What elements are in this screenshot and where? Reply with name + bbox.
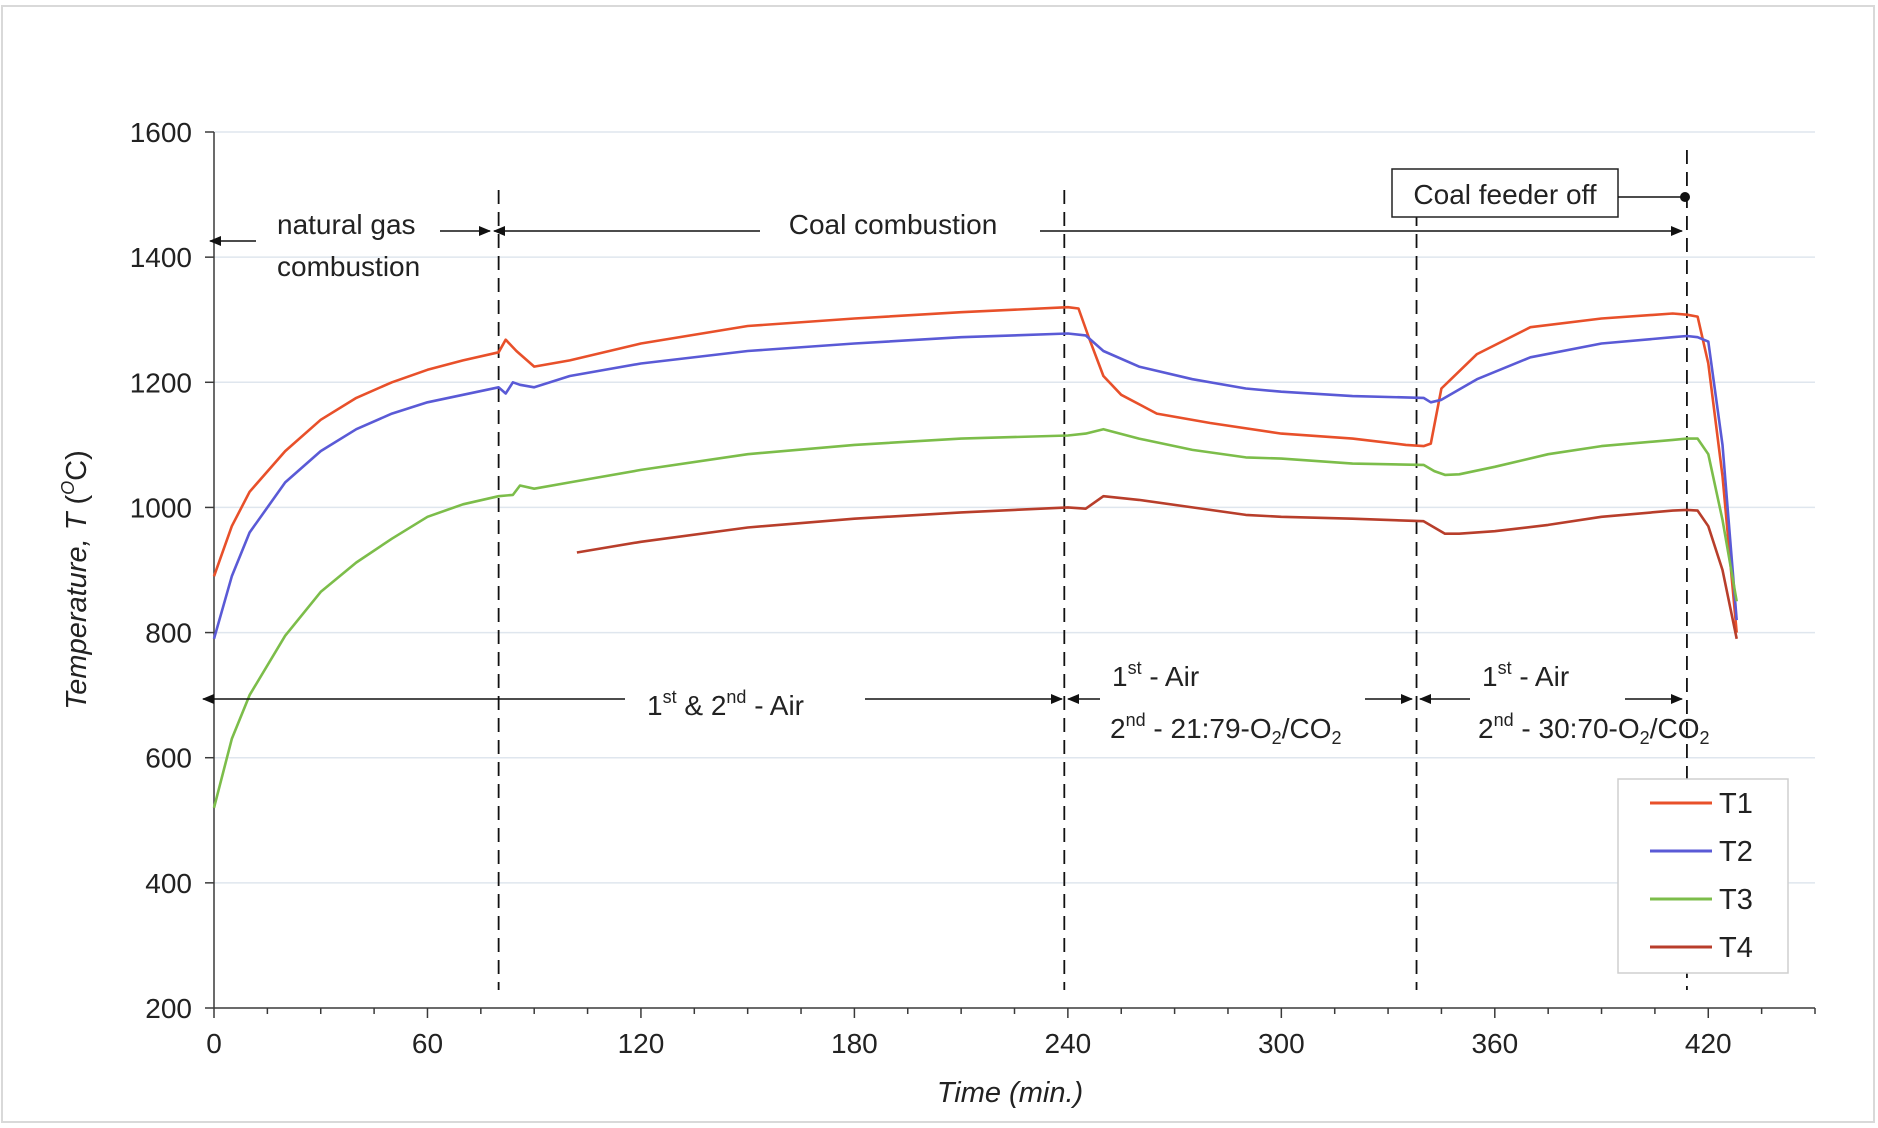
period-1-b: & 2 bbox=[677, 690, 727, 721]
period-3-l1-sup: st bbox=[1498, 658, 1512, 678]
period-3-line2: 2nd - 30:70-O2/CO2 bbox=[1478, 710, 1709, 748]
period-3-l2-c: /CO bbox=[1650, 713, 1700, 744]
y-tick-label: 1200 bbox=[130, 367, 192, 398]
series-line-t4 bbox=[576, 494, 1738, 640]
period-2-l1-b: - Air bbox=[1142, 661, 1200, 692]
period-1-label: 1st & 2nd - Air bbox=[647, 687, 804, 721]
x-tick-label: 420 bbox=[1685, 1028, 1732, 1059]
period-2-l2-c: /CO bbox=[1282, 713, 1332, 744]
natural-gas-label-line1: natural gas bbox=[277, 209, 416, 240]
x-tick-labels: 0 60 120 180 240 300 360 420 bbox=[206, 1028, 1731, 1059]
series-line-t3 bbox=[212, 427, 1738, 809]
period-2-line2: 2nd - 21:79-O2/CO2 bbox=[1110, 710, 1341, 748]
period-1-b-sup: nd bbox=[726, 687, 746, 707]
period-2-line1: 1st - Air bbox=[1112, 658, 1199, 692]
y-tick-label: 1000 bbox=[130, 492, 192, 523]
period-2-l2-sup: nd bbox=[1126, 710, 1146, 730]
legend-label-t1: T1 bbox=[1719, 788, 1753, 820]
period-3-l2-sub2: 2 bbox=[1699, 728, 1709, 748]
coal-combustion-label: Coal combustion bbox=[789, 209, 998, 240]
period-2-l1-a: 1 bbox=[1112, 661, 1128, 692]
y-tick-label: 200 bbox=[145, 993, 192, 1024]
y-tick-label: 600 bbox=[145, 743, 192, 774]
period-2-l2-a: 2 bbox=[1110, 713, 1126, 744]
period-3-l2-sub: 2 bbox=[1640, 728, 1650, 748]
y-axis-title-var: T bbox=[61, 510, 93, 530]
legend bbox=[1617, 778, 1789, 974]
y-tick-label: 1600 bbox=[130, 117, 192, 148]
event-markers bbox=[497, 150, 1688, 990]
period-1-a-sup: st bbox=[663, 687, 677, 707]
coal-feeder-off-label: Coal feeder off bbox=[1413, 179, 1596, 210]
legend-items: T1 T2 T3 T4 bbox=[1650, 788, 1753, 964]
period-2-l1-sup: st bbox=[1128, 658, 1142, 678]
y-tick-label: 400 bbox=[145, 868, 192, 899]
x-tick-label: 360 bbox=[1471, 1028, 1518, 1059]
period-3-l1-b: - Air bbox=[1512, 661, 1570, 692]
axes bbox=[213, 132, 1816, 1018]
legend-label-t2: T2 bbox=[1719, 836, 1753, 868]
x-tick-label: 60 bbox=[412, 1028, 443, 1059]
period-3-l1-a: 1 bbox=[1482, 661, 1498, 692]
y-axis-title-close: C) bbox=[61, 450, 93, 481]
x-tick-label: 180 bbox=[831, 1028, 878, 1059]
legend-label-t4: T4 bbox=[1719, 932, 1753, 964]
y-tick-labels: 200 400 600 800 1000 1200 1400 1600 bbox=[130, 117, 192, 1024]
period-3-l2-a: 2 bbox=[1478, 713, 1494, 744]
natural-gas-label-line2: combustion bbox=[277, 251, 420, 282]
period-2-l2-sub2: 2 bbox=[1331, 728, 1341, 748]
coal-feeder-off-box bbox=[1391, 168, 1619, 218]
x-tick-label: 240 bbox=[1045, 1028, 1092, 1059]
period-1-a: 1 bbox=[647, 690, 663, 721]
y-tick-label: 800 bbox=[145, 618, 192, 649]
series-line-t2 bbox=[212, 332, 1738, 640]
period-3-l2-b: - 30:70-O bbox=[1514, 713, 1640, 744]
period-2-l2-b: - 21:79-O bbox=[1146, 713, 1272, 744]
x-tick-label: 0 bbox=[206, 1028, 222, 1059]
period-3-l2-sup: nd bbox=[1494, 710, 1514, 730]
x-tick-label: 300 bbox=[1258, 1028, 1305, 1059]
x-axis-title: Time (min.) bbox=[937, 1077, 1083, 1109]
period-1-c: - Air bbox=[746, 690, 804, 721]
series-line-t1 bbox=[212, 305, 1738, 633]
series-lines bbox=[212, 305, 1738, 809]
y-axis-title: Temperature, T (OC) bbox=[58, 450, 93, 710]
y-axis-title-main: Temperature, bbox=[61, 530, 93, 709]
legend-label-t3: T3 bbox=[1719, 884, 1753, 916]
x-tick-label: 120 bbox=[618, 1028, 665, 1059]
grid-lines bbox=[205, 131, 1815, 1009]
period-2-l2-sub: 2 bbox=[1272, 728, 1282, 748]
period-3-line1: 1st - Air bbox=[1482, 658, 1569, 692]
coal-feeder-off-dot bbox=[1680, 192, 1690, 202]
y-axis-title-sup: O bbox=[58, 481, 78, 495]
y-axis-title-open: ( bbox=[61, 495, 93, 513]
y-tick-label: 1400 bbox=[130, 242, 192, 273]
